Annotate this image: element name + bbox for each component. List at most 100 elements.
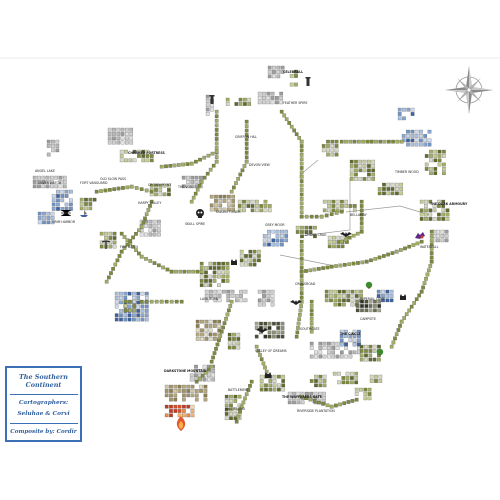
map-room [107, 140, 112, 145]
map-room [410, 138, 415, 143]
map-room [402, 316, 407, 320]
map-room [69, 202, 73, 207]
map-room [342, 289, 346, 294]
map-room [88, 202, 93, 206]
map-room [352, 208, 357, 213]
map-room [354, 164, 358, 168]
map-room [345, 380, 350, 385]
map-room [239, 404, 244, 409]
map-room [342, 298, 346, 303]
map-room [347, 262, 352, 267]
map-room [259, 204, 264, 208]
map-room [359, 225, 364, 230]
map-room [134, 186, 139, 190]
compass-rose-icon [445, 66, 493, 114]
map-room [236, 332, 241, 337]
map-room [209, 364, 214, 369]
map-room [243, 97, 247, 102]
map-room [352, 204, 357, 208]
map-room [204, 266, 208, 270]
map-room [149, 299, 154, 304]
map-room [437, 204, 441, 208]
map-room [197, 376, 202, 381]
map-room [344, 354, 348, 359]
map-room [350, 294, 355, 298]
map-room [141, 149, 146, 154]
map-room [433, 149, 438, 154]
map-room [359, 199, 364, 204]
map-room [382, 191, 386, 196]
place-label: GREY MOOR [265, 223, 285, 227]
map-room [357, 139, 361, 144]
map-room [159, 299, 164, 304]
map-room [419, 208, 424, 213]
map-room [62, 175, 67, 180]
map-room [259, 383, 264, 388]
map-room [194, 175, 199, 180]
map-room [222, 199, 227, 203]
ship-icon [80, 210, 88, 217]
map-room [213, 332, 217, 337]
map-room [276, 326, 281, 330]
map-room [203, 370, 208, 375]
map-room [212, 270, 217, 275]
map-room [123, 308, 128, 313]
map-room [414, 297, 419, 302]
map-room [79, 206, 84, 211]
map-room [233, 399, 238, 403]
map-room [193, 191, 198, 196]
map-room [244, 142, 249, 146]
map-room [149, 199, 154, 204]
tower-icon [305, 77, 311, 86]
map-room [266, 96, 271, 100]
map-room [359, 221, 364, 225]
map-room [210, 103, 214, 108]
map-room [148, 219, 153, 224]
map-room [143, 216, 147, 221]
map-room [327, 204, 331, 208]
map-room [236, 337, 241, 341]
map-room [427, 129, 432, 134]
map-room [114, 296, 119, 300]
map-room [419, 142, 423, 147]
map-room [268, 387, 273, 392]
map-room [108, 236, 113, 240]
map-room [186, 404, 191, 409]
map-room [144, 212, 149, 217]
map-room [352, 342, 357, 347]
map-room [377, 255, 382, 260]
map-room [348, 338, 353, 343]
map-room [312, 267, 317, 272]
map-room [237, 204, 242, 208]
map-room [134, 248, 138, 252]
map-room [324, 298, 329, 303]
map-room [294, 74, 298, 78]
map-room [327, 350, 331, 355]
map-room [276, 321, 281, 326]
map-room [99, 189, 103, 193]
map-room [385, 294, 390, 298]
map-room [200, 328, 204, 333]
map-room [358, 177, 363, 181]
map-room [227, 332, 232, 337]
map-room [304, 214, 309, 219]
map-room [292, 396, 296, 400]
map-room [318, 383, 323, 388]
map-room [225, 279, 230, 283]
map-room [354, 380, 359, 385]
map-room [345, 371, 350, 376]
map-room [167, 188, 171, 192]
map-room [252, 249, 257, 254]
map-room [280, 321, 285, 326]
map-room [442, 162, 446, 167]
map-room [221, 279, 226, 283]
map-room [396, 328, 401, 332]
map-room [395, 182, 399, 187]
map-room [298, 308, 303, 313]
map-room [284, 234, 289, 238]
map-room [440, 238, 445, 243]
place-label: THE CIRCLE [340, 332, 361, 336]
map-room [268, 379, 273, 383]
map-room [199, 279, 204, 283]
map-room [394, 332, 399, 337]
